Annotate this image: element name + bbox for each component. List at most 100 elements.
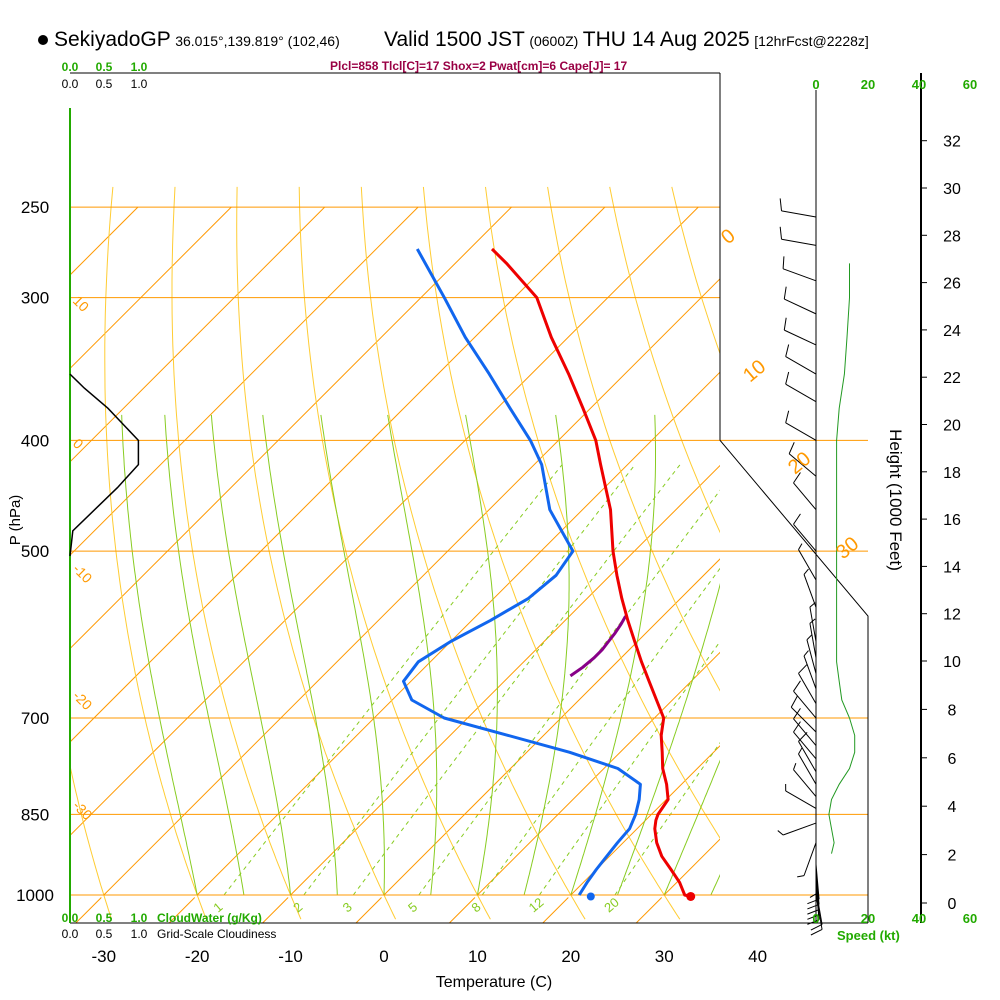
wind-barb-flag	[807, 898, 820, 905]
cloud-scale-black-bottom: 1.0	[131, 927, 148, 941]
wind-barb	[777, 822, 817, 836]
cloud-scale-black-top: 0.5	[96, 77, 113, 91]
wind-scale-bottom: 40	[912, 911, 926, 926]
isotherm-tail	[0, 897, 8, 985]
wind-barb-flag	[782, 256, 785, 269]
dry-adiabat	[70, 763, 112, 920]
cloudiness-line	[69, 373, 140, 557]
mixing-ratio-line	[223, 464, 563, 896]
wind-barb	[793, 763, 817, 797]
y-axis-title: P (hPa)	[7, 495, 24, 546]
moist-adiabat	[570, 414, 656, 896]
wind-barb-flag	[810, 924, 823, 931]
wind-barb-shaft	[803, 842, 817, 876]
isotherm-label: -30	[70, 797, 96, 823]
isotherm-tail	[355, 897, 382, 923]
height-tick-label: 0	[948, 896, 957, 913]
wind-barb-flag	[807, 903, 820, 910]
temperature-tick-label: 20	[561, 947, 580, 966]
dry-adiabat	[547, 186, 720, 692]
wind-barb-shaft	[785, 790, 817, 809]
isotherm-label: 0	[70, 435, 87, 452]
wind-barb-flag	[809, 893, 817, 898]
pressure-tick-label: 1000	[16, 886, 54, 905]
height-axis-title: Height (1000 Feet)	[886, 429, 905, 571]
wind-barb	[783, 317, 817, 346]
dry-adiabat	[609, 186, 720, 534]
wind-barb-flag	[798, 747, 803, 755]
isotherm	[477, 651, 720, 896]
isotherm	[851, 207, 1000, 895]
sounding-params: Plcl=858 Tlcl[C]=17 Shox=2 Pwat[cm]=6 Ca…	[330, 59, 628, 73]
height-tick-label: 18	[943, 465, 961, 482]
wind-barb	[783, 286, 817, 315]
height-tick-label: 26	[943, 276, 961, 293]
parcel-line	[569, 615, 627, 678]
isotherm-label: -20	[70, 687, 96, 713]
isotherm-tail	[667, 897, 755, 985]
height-tick-label: 2	[948, 848, 957, 865]
temperature-tick-label: -20	[185, 947, 210, 966]
wind-barb	[788, 442, 817, 477]
wind-barb	[779, 198, 817, 218]
pressure-tick-label: 300	[21, 289, 49, 308]
mixing-ratio-line	[352, 464, 681, 896]
dewpoint-line	[402, 248, 642, 896]
wind-barb-shaft	[798, 549, 817, 581]
moist-adiabat	[663, 759, 720, 896]
wind-scale-top: 0	[812, 77, 819, 92]
station-name: SekiyadoGP	[54, 28, 171, 51]
wind-barb	[793, 472, 817, 511]
isotherm	[70, 206, 232, 370]
isotherm-tail	[761, 897, 849, 985]
pressure-tick-label: 850	[21, 805, 49, 824]
dry-adiabat	[982, 187, 1000, 919]
x-axis-title: Temperature (C)	[436, 974, 552, 991]
height-tick-label: 6	[948, 751, 957, 768]
temperature-tick-label: 40	[748, 947, 767, 966]
mixing-ratio-label: 3	[340, 899, 355, 915]
wind-barb-flag	[779, 198, 783, 211]
dry-adiabat	[104, 186, 207, 920]
wind-barb-flag	[785, 371, 790, 385]
wind-barb	[806, 634, 817, 674]
cloud-scale-black-top: 0.0	[62, 77, 79, 91]
wind-barb-shaft	[793, 769, 817, 797]
height-tick-label: 20	[943, 418, 961, 435]
wind-barb-shaft	[798, 673, 817, 704]
dry-adiabat	[920, 187, 1000, 919]
chart-grid	[0, 186, 1000, 985]
chart-series	[69, 247, 696, 901]
height-tick-label: 30	[943, 181, 961, 198]
wind-barb-flag	[807, 909, 820, 915]
valid-utc: (0600Z)	[529, 33, 579, 49]
height-tick-label: 4	[948, 799, 957, 816]
wind-barb	[803, 650, 817, 689]
isotherm	[383, 558, 720, 896]
dry-adiabat	[236, 186, 397, 920]
isotherm-tail	[542, 897, 569, 923]
dry-adiabat	[734, 187, 1000, 919]
isotherm	[70, 206, 326, 463]
wind-barb-shaft	[815, 864, 820, 900]
wind-barb-shaft	[793, 718, 817, 746]
dry-adiabat	[360, 186, 586, 920]
wind-barb-shaft	[803, 655, 817, 689]
cloud-scale-green-bottom: 0.0	[62, 911, 79, 925]
isotherm-tail	[261, 897, 289, 923]
wind-barb-shaft	[785, 422, 817, 441]
moist-adiabat	[465, 414, 498, 896]
wind-barb-shaft	[781, 210, 817, 218]
dry-adiabat	[485, 186, 720, 839]
surface-temperature-dot	[686, 891, 696, 901]
cloud-scale-green-bottom: 0.5	[96, 911, 113, 925]
moist-adiabat	[121, 414, 198, 896]
wind-barb	[790, 696, 817, 733]
wind-barb-flag	[798, 663, 808, 674]
station-coords: 36.015°,139.819° (102,46)	[175, 33, 340, 49]
mixing-ratio-label: 2	[290, 899, 305, 915]
isotherm-label: 10	[70, 292, 92, 314]
wind-barb-shaft	[784, 329, 817, 346]
cloud-scale-green-top: 1.0	[131, 60, 148, 74]
